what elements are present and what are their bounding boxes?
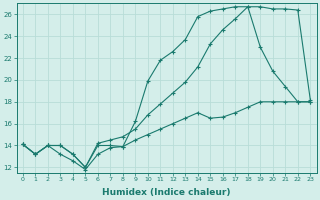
X-axis label: Humidex (Indice chaleur): Humidex (Indice chaleur) — [102, 188, 231, 197]
